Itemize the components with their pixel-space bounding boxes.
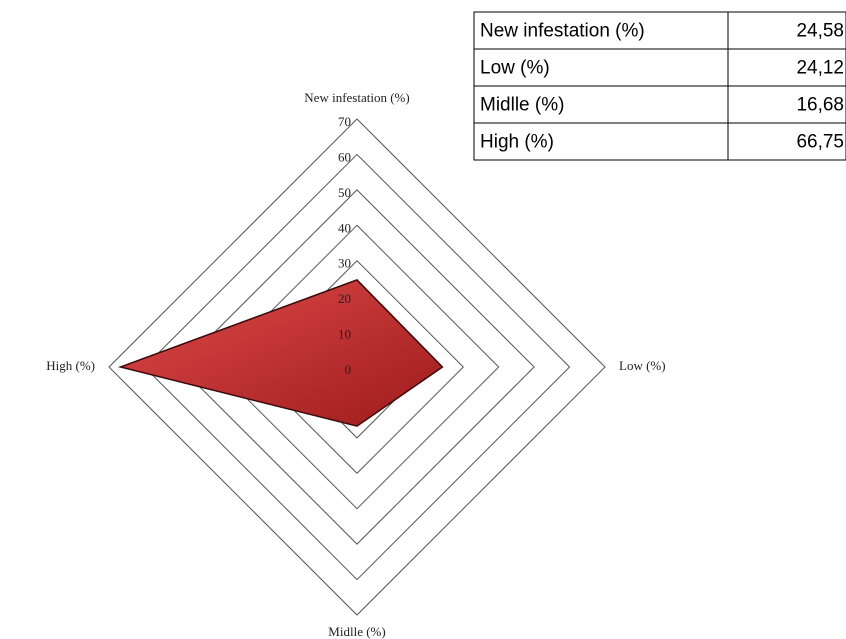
table-cell — [727, 122, 846, 161]
axis-label: Low (%) — [619, 358, 666, 373]
axis-label: New infestation (%) — [304, 90, 409, 105]
r-tick-label: 0 — [345, 362, 352, 377]
grid-ring — [143, 153, 571, 581]
table-value: 16,68 — [796, 95, 844, 116]
table-value: 24,58 — [796, 21, 844, 42]
r-tick-label: 40 — [338, 220, 351, 235]
data-table: New infestation (%) 24,58 Low (%) 24,12 Midl… — [473, 11, 846, 161]
table-label: High (%) — [480, 132, 554, 153]
table-label: Midlle (%) — [480, 95, 564, 116]
axis-label: High (%) — [46, 358, 95, 373]
r-tick-label: 50 — [338, 185, 351, 200]
r-tick-label: 30 — [338, 256, 351, 271]
table-value: 66,75 — [796, 132, 844, 153]
axis-label: Midlle (%) — [328, 624, 385, 639]
radar-area — [117, 279, 444, 427]
r-tick-label: 60 — [338, 149, 351, 164]
table-value: 24,12 — [796, 58, 844, 79]
table-cell — [473, 122, 729, 161]
table-label: Low (%) — [480, 58, 550, 79]
table-cell — [473, 11, 729, 50]
table-cell — [727, 11, 846, 50]
r-tick-label: 20 — [338, 291, 351, 306]
r-tick-label: 70 — [338, 114, 351, 129]
grid-ring — [108, 118, 606, 616]
grid-ring — [179, 189, 535, 545]
r-tick-label: 10 — [338, 327, 351, 342]
table-label: New infestation (%) — [480, 21, 645, 42]
